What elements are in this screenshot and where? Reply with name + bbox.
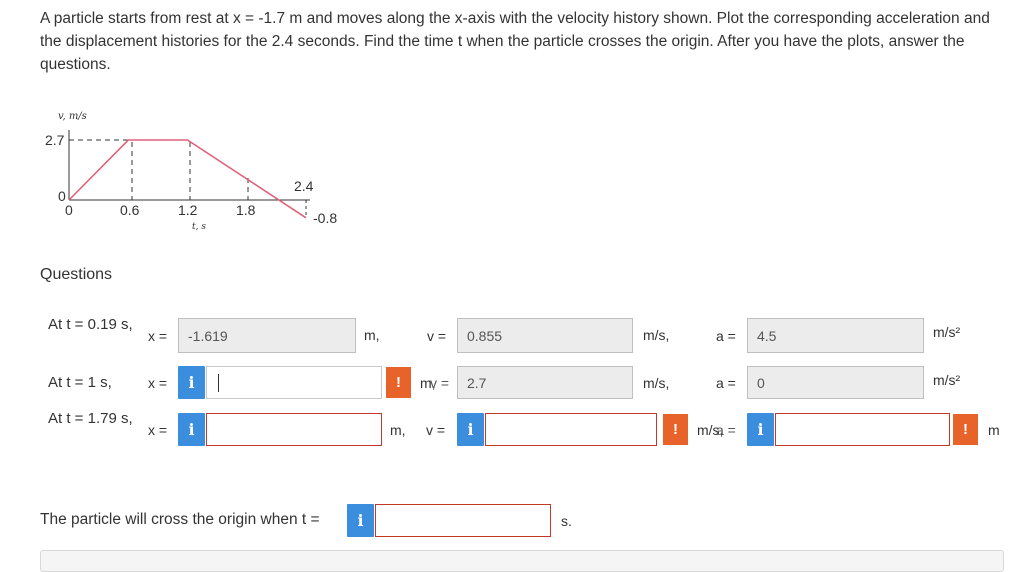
row2-a-eq: a = [716, 375, 736, 391]
plot-xlabel: t, s [192, 222, 206, 232]
plot-xtick-0-6: 0.6 [120, 202, 140, 218]
row3-v-warning-icon[interactable]: ! [663, 414, 688, 445]
row1-x-eq: x = [148, 328, 168, 344]
problem-statement: A particle starts from rest at x = -1.7 … [40, 10, 990, 73]
row3-x-field[interactable] [206, 413, 382, 446]
row2-v-unit: m/s, [643, 375, 670, 391]
row3-a-eq: a = [716, 422, 736, 438]
plot-y-value-label: 2.7 [45, 132, 65, 148]
cross-time-field[interactable] [375, 504, 551, 537]
row3-v-eq: v = [426, 422, 446, 438]
row2-v-field[interactable]: 2.7 [457, 366, 633, 399]
row1-a-eq: a = [716, 328, 736, 344]
row1-a-unit: m/s² [933, 324, 961, 340]
row2-x-warning-icon[interactable]: ! [386, 367, 411, 398]
row1-a-field[interactable]: 4.5 [747, 318, 924, 353]
row1-v-field[interactable]: 0.855 [457, 318, 633, 353]
plot-xtick-1-2: 1.2 [178, 202, 198, 218]
row3-a-field[interactable] [775, 413, 950, 446]
row1-v-unit: m/s, [643, 327, 670, 343]
row3-v-unit: m/s, [697, 422, 724, 438]
cross-time-unit: s. [561, 513, 572, 529]
row2-x-info-icon[interactable]: i [178, 366, 205, 399]
row3-label: At t = 1.79 s, [48, 410, 133, 427]
row1-x-unit: m, [364, 327, 380, 343]
row1-v-eq: v = [427, 328, 447, 344]
row3-x-eq: x = [148, 422, 168, 438]
row1-label: At t = 0.19 s, [48, 316, 133, 333]
row2-x-field[interactable] [206, 366, 382, 399]
plot-xtick-0: 0 [65, 202, 73, 218]
velocity-series-line [68, 139, 307, 219]
plot-neg-value-label: -0.8 [313, 210, 337, 226]
row2-label: At t = 1 s, [48, 374, 112, 391]
row3-a-warning-icon[interactable]: ! [953, 414, 978, 445]
velocity-plot: v, m/s 2.7 0 0 0.6 1.2 1.8 2.4 -0.8 t, s [45, 111, 337, 232]
plot-xtick-1-8: 1.8 [236, 202, 256, 218]
plot-xtick-2-4: 2.4 [294, 178, 314, 194]
row3-v-info-icon[interactable]: i [457, 413, 484, 446]
row3-a-info-icon[interactable]: i [747, 413, 774, 446]
footer-panel [40, 550, 1004, 572]
row2-x-unit: m, [420, 375, 436, 391]
row2-a-unit: m/s² [933, 372, 961, 388]
plot-ylabel: v, m/s [58, 111, 87, 122]
questions-title: Questions [40, 266, 113, 283]
row3-x-unit: m, [390, 422, 406, 438]
row3-v-field[interactable] [485, 413, 657, 446]
row1-x-field[interactable]: -1.619 [178, 318, 356, 353]
row2-v-eq: v = [430, 375, 450, 391]
row3-a-unit: m [988, 422, 1000, 438]
row3-x-info-icon[interactable]: i [178, 413, 205, 446]
plot-y-zero-label: 0 [58, 188, 66, 204]
cross-info-icon[interactable]: i [347, 504, 374, 537]
row2-x-eq: x = [148, 375, 168, 391]
row2-a-field[interactable]: 0 [747, 366, 924, 399]
cross-origin-text: The particle will cross the origin when … [40, 511, 320, 528]
text-caret [218, 373, 219, 392]
